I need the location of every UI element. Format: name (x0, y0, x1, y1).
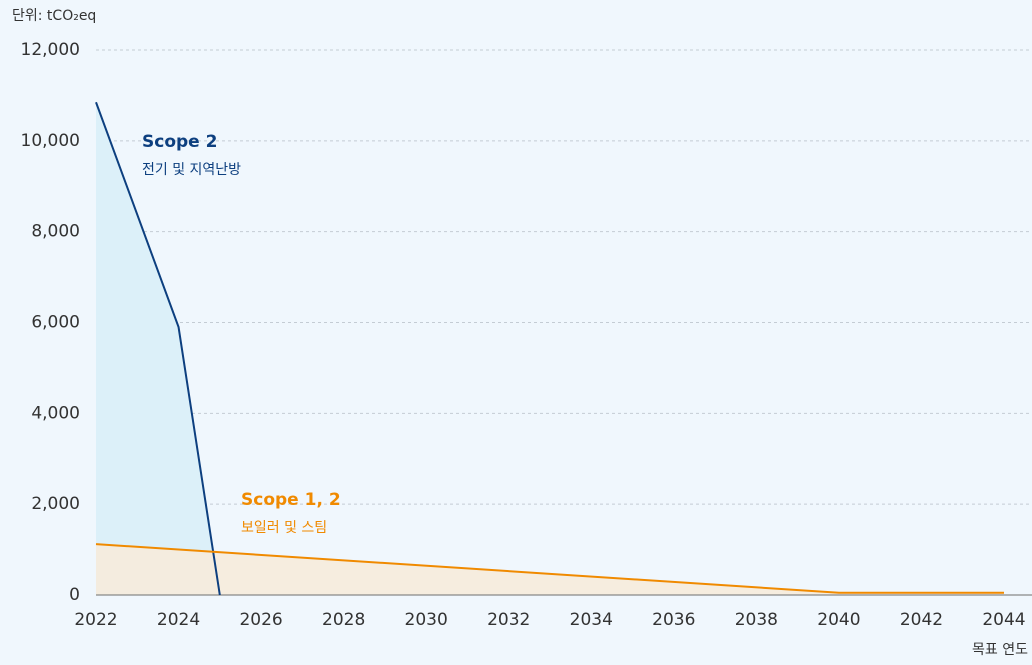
x-tick-label: 2038 (735, 610, 778, 630)
y-tick-label: 12,000 (21, 40, 80, 60)
y-tick-label: 0 (69, 585, 80, 605)
y-tick-label: 4,000 (31, 403, 80, 423)
series-description: 전기 및 지역난방 (142, 162, 241, 178)
y-unit-label: 단위: tCO₂eq (12, 8, 96, 24)
x-tick-label: 2040 (817, 610, 860, 630)
x-tick-label: 2028 (322, 610, 365, 630)
x-tick-label: 2026 (239, 610, 282, 630)
x-tick-label: 2022 (74, 610, 117, 630)
y-tick-label: 10,000 (21, 131, 80, 151)
x-tick-label: 2032 (487, 610, 530, 630)
x-tick-label: 2036 (652, 610, 695, 630)
series-label: Scope 1, 2 (241, 490, 341, 510)
y-tick-label: 8,000 (31, 222, 80, 242)
line (95, 543, 1004, 594)
series-description: 보일러 및 스팀 (241, 520, 327, 536)
x-tick-label: 2034 (570, 610, 613, 630)
y-tick-label: 6,000 (31, 313, 80, 333)
x-axis-label: 목표 연도 (972, 642, 1028, 658)
x-tick-label: 2044 (982, 610, 1025, 630)
area (96, 544, 1004, 595)
x-tick-label: 2024 (157, 610, 200, 630)
x-tick-label: 2030 (405, 610, 448, 630)
series-label: Scope 2 (142, 132, 217, 152)
y-tick-label: 2,000 (31, 494, 80, 514)
line (95, 101, 221, 596)
x-tick-label: 2042 (900, 610, 943, 630)
area (96, 102, 220, 596)
